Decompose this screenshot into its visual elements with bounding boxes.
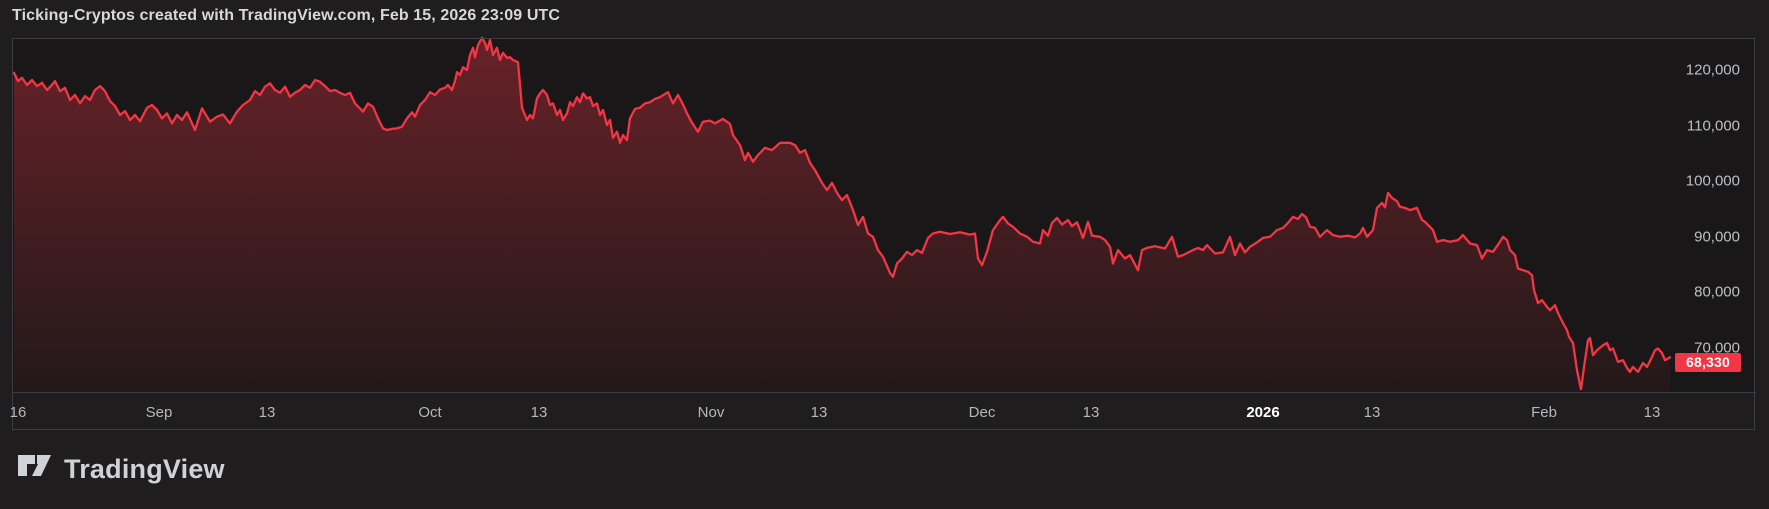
time-scale-tick: 2026 [1246,404,1280,421]
last-price-label: 68,330 [1685,354,1731,370]
time-scale-tick: 16 [9,404,27,421]
price-line [13,36,1672,391]
time-scale-tick: 13 [810,404,828,421]
price-scale-tick: 70,000 [1694,339,1740,357]
tradingview-logo[interactable]: TradingView [18,453,225,485]
chart-title: Ticking-Cryptos created with TradingView… [12,7,561,24]
time-scale-tick: Oct [418,404,442,421]
time-scale-tick: 13 [1082,404,1100,421]
time-scale-tick: Feb [1531,404,1557,421]
price-scale-tick: 120,000 [1685,61,1740,79]
time-scale-tick: Sep [145,404,173,421]
price-scale-tick: 90,000 [1694,228,1740,246]
price-area-fill [14,37,1670,393]
time-scale-tick: 13 [1643,404,1661,421]
time-scale-tick: 13 [1363,404,1381,421]
time-scale-tick: Dec [968,404,996,421]
price-scale-tick: 80,000 [1694,283,1740,301]
time-scale-tick: Nov [697,404,725,421]
price-scale-tick: 100,000 [1685,172,1740,190]
time-scale-tick: 13 [530,404,548,421]
last-price-badge: 68,330 [1675,353,1741,372]
price-scale-tick: 110,000 [1686,117,1740,135]
tradingview-logo-text: TradingView [64,453,225,484]
time-scale-tick: 13 [258,404,276,421]
tradingview-logo-icon [18,455,51,483]
